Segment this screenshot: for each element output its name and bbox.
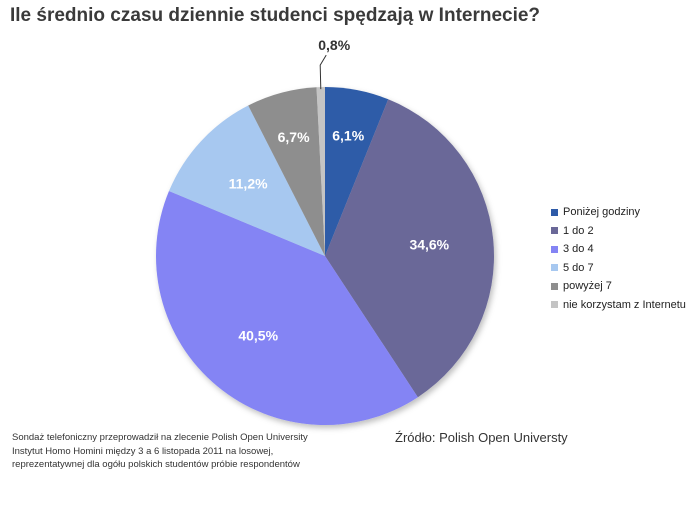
legend-item-ponizej-godziny: Poniżej godziny (551, 203, 686, 222)
legend-item-powyzej-7: powyżej 7 (551, 277, 686, 296)
slice-label-1-do-2: 34,6% (409, 236, 449, 252)
slice-label-ponizej-godziny: 6,1% (332, 127, 364, 143)
legend-swatch (551, 227, 558, 235)
pie-slice-3-do-4 (155, 191, 418, 426)
legend-item-5-do-7: 5 do 7 (551, 259, 686, 278)
pie-slice-1-do-2 (325, 99, 495, 398)
legend-swatch (551, 301, 558, 309)
legend-label: 3 do 4 (563, 243, 594, 256)
legend-item-nie-korzystam-z-internetu: nie korzystam z Internetu (551, 296, 686, 315)
slice-label-powyzej-7: 6,7% (278, 129, 310, 145)
slice-label-3-do-4: 40,5% (238, 327, 278, 343)
slice-label-nie-korzystam-z-internetu: 0,8% (318, 37, 350, 53)
legend-label: 5 do 7 (563, 261, 594, 274)
legend-item-1-do-2: 1 do 2 (551, 222, 686, 241)
pie-slice-ponizej-godziny (325, 87, 389, 256)
survey-note: Sondaż telefoniczny przeprowadził na zle… (12, 432, 308, 470)
legend-label: 1 do 2 (563, 224, 594, 237)
legend: Poniżej godziny 1 do 2 3 do 4 5 do 7 powyżej… (551, 203, 686, 314)
legend-swatch (551, 282, 558, 290)
pie-slice-5-do-7 (168, 105, 325, 257)
legend-swatch (551, 264, 558, 272)
legend-swatch (551, 208, 558, 216)
chart-title: Ile średnio czasu dziennie studenci spęd… (10, 5, 541, 26)
legend-swatch (551, 245, 558, 253)
pie-slice-nie-korzystam-z-internetu (316, 86, 325, 256)
legend-label: nie korzystam z Internetu (563, 298, 686, 311)
slice-label-5-do-7: 11,2% (229, 176, 268, 192)
legend-label: Poniżej godziny (563, 206, 641, 219)
leader-line (319, 54, 327, 90)
legend-item-3-do-4: 3 do 4 (551, 240, 686, 259)
source-label: Źródło: Polish Open Universty (395, 430, 568, 445)
pie-slice-powyzej-7 (248, 87, 325, 257)
legend-label: powyżej 7 (563, 280, 612, 293)
